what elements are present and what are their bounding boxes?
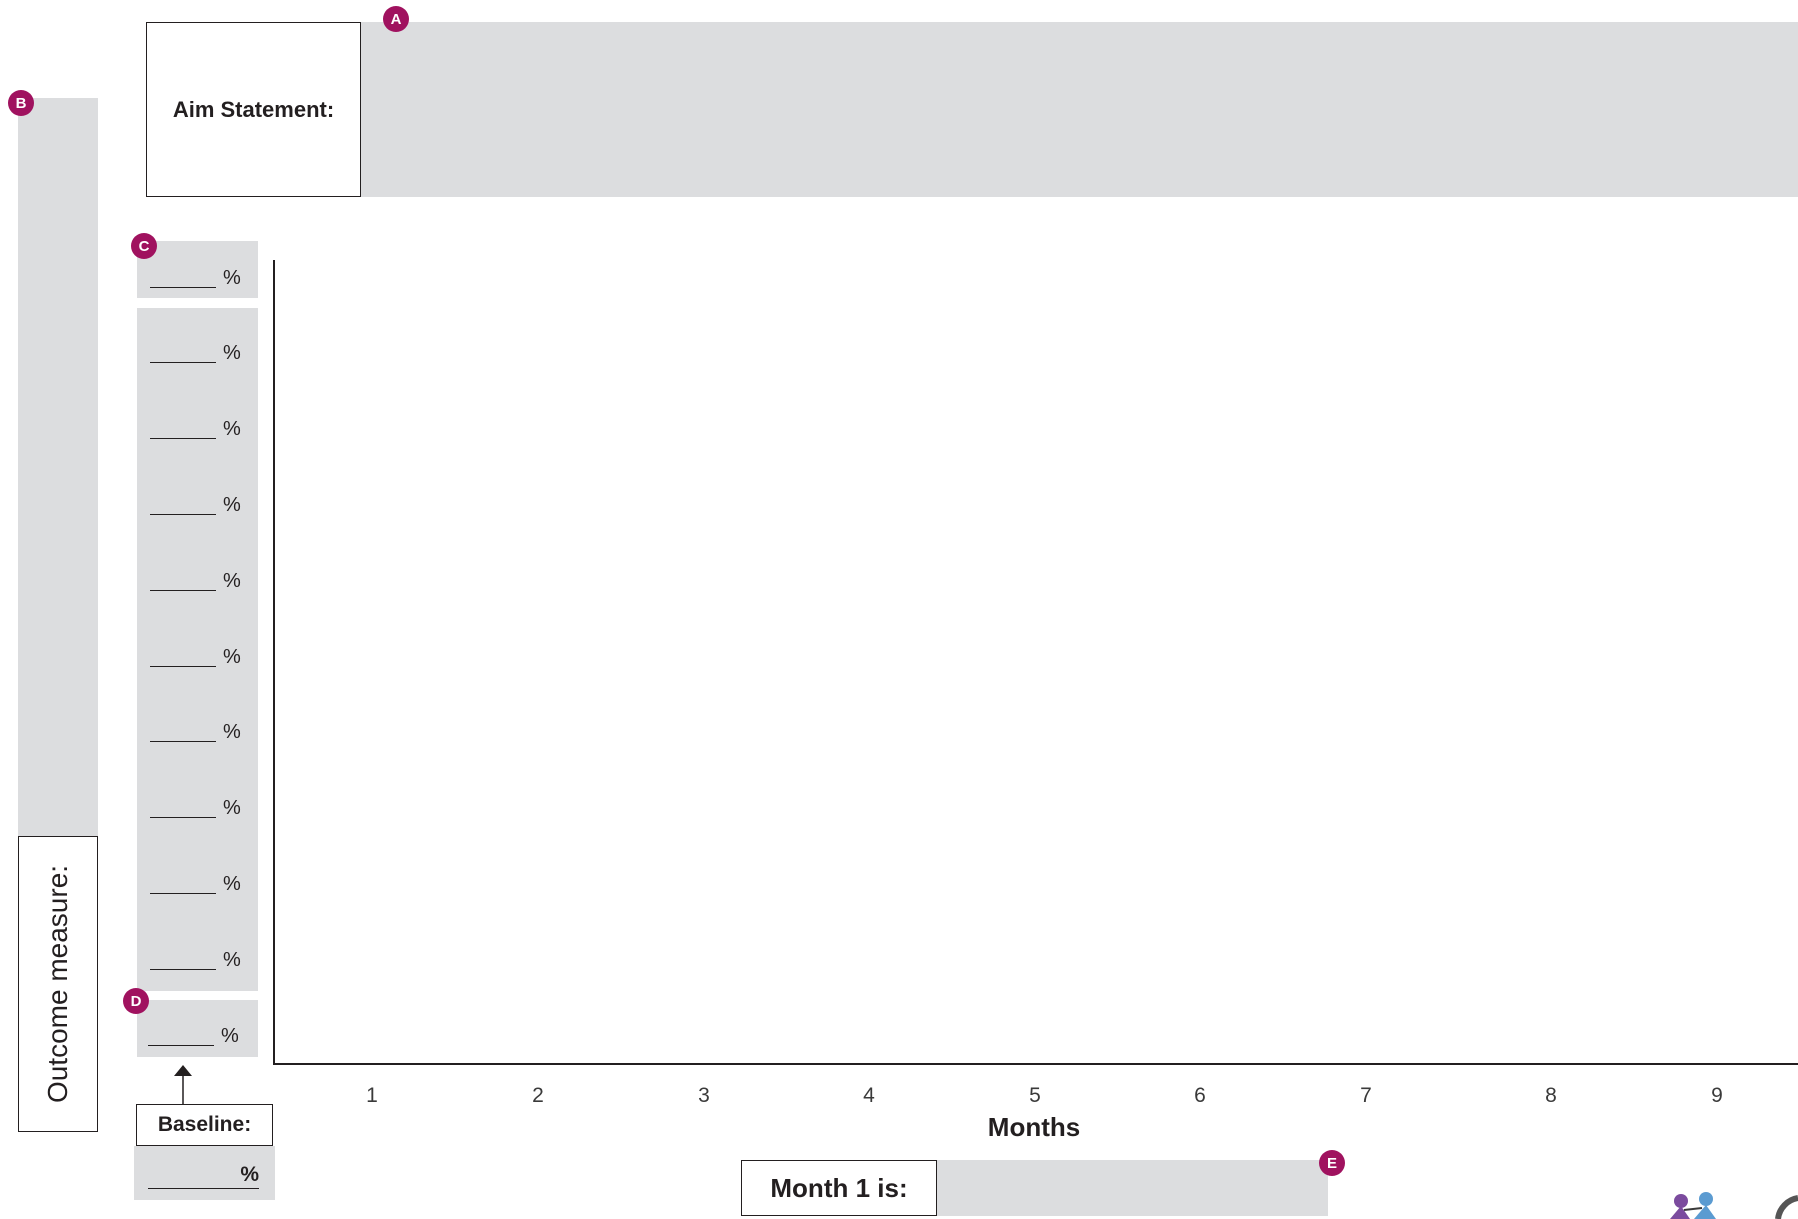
x-tick-label: 1 — [366, 1084, 378, 1107]
percent-entry-row[interactable]: % — [150, 494, 245, 517]
percent-symbol: % — [223, 949, 241, 971]
y-middle-field[interactable] — [137, 308, 258, 991]
percent-symbol: % — [223, 418, 241, 440]
month-one-label: Month 1 is: — [770, 1172, 908, 1203]
percent-entry-row[interactable]: % — [150, 949, 245, 972]
percent-entry-row[interactable]: % — [150, 267, 245, 290]
x-tick-label: 6 — [1194, 1084, 1206, 1107]
percent-blank-line — [150, 362, 216, 363]
month-one-field[interactable] — [937, 1160, 1328, 1216]
percent-entry-row[interactable]: % — [150, 418, 245, 441]
percent-blank-line — [150, 817, 216, 818]
marker-d: D — [123, 988, 149, 1014]
percent-symbol: % — [223, 721, 241, 743]
x-tick-label: 7 — [1360, 1084, 1372, 1107]
aim-statement-field[interactable] — [360, 22, 1798, 197]
percent-blank-line — [150, 438, 216, 439]
aim-statement-label-box: Aim Statement: — [146, 22, 361, 197]
x-tick-label: 9 — [1711, 1084, 1723, 1107]
percent-blank-line — [150, 666, 216, 667]
percent-entry-row[interactable]: % — [150, 646, 245, 669]
percent-entry-row[interactable]: % — [148, 1025, 243, 1048]
percent-blank-line — [150, 741, 216, 742]
baseline-label: Baseline: — [157, 1113, 252, 1136]
percent-symbol: % — [223, 646, 241, 668]
percent-entry-row[interactable]: % — [150, 721, 245, 744]
outcome-measure-label-box: Outcome measure: — [18, 836, 98, 1132]
percent-blank-line — [148, 1045, 214, 1046]
marker-a: A — [383, 6, 409, 32]
percent-entry-row[interactable]: % — [150, 873, 245, 896]
aim-statement-label: Aim Statement: — [172, 96, 335, 122]
y-bottom-field[interactable] — [137, 1000, 258, 1057]
x-tick-label: 3 — [698, 1084, 710, 1107]
percent-symbol: % — [223, 797, 241, 819]
baseline-label-box: Baseline: — [136, 1104, 273, 1146]
baseline-value-field[interactable]: % — [134, 1146, 275, 1200]
outcome-measure-field[interactable] — [18, 98, 98, 838]
marker-b: B — [8, 90, 34, 116]
x-tick-label: 2 — [532, 1084, 544, 1107]
x-tick-label: 8 — [1545, 1084, 1557, 1107]
percent-blank-line — [150, 514, 216, 515]
x-tick-label: 5 — [1029, 1084, 1041, 1107]
baseline-percent-symbol: % — [240, 1163, 259, 1186]
percent-entry-row[interactable]: % — [150, 570, 245, 593]
percent-entry-row[interactable]: % — [150, 797, 245, 820]
month-one-label-box: Month 1 is: — [741, 1160, 937, 1216]
percent-blank-line — [150, 969, 216, 970]
percent-blank-line — [150, 893, 216, 894]
percent-symbol: % — [223, 873, 241, 895]
percent-blank-line — [150, 590, 216, 591]
percent-symbol: % — [223, 570, 241, 592]
baseline-arrow-icon — [174, 1065, 192, 1105]
percent-entry-row[interactable]: % — [150, 342, 245, 365]
family-figures-logo — [1670, 1192, 1798, 1219]
marker-e: E — [1319, 1150, 1345, 1176]
x-axis-title: Months — [987, 1112, 1081, 1142]
marker-c: C — [131, 233, 157, 259]
percent-symbol: % — [223, 267, 241, 289]
y-top-field[interactable] — [137, 241, 258, 298]
percent-symbol: % — [223, 342, 241, 364]
percent-symbol: % — [223, 494, 241, 516]
percent-symbol: % — [221, 1025, 239, 1047]
x-tick-label: 4 — [863, 1084, 875, 1107]
percent-blank-line — [150, 287, 216, 288]
